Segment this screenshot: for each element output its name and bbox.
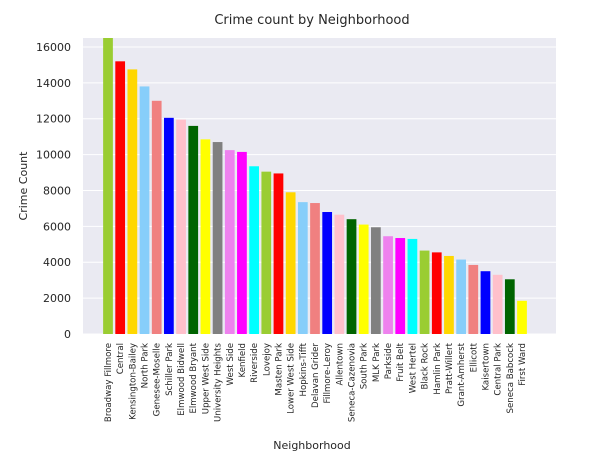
x-tick-labels: Broadway Fillmore Central Kensington-Baile… [104, 342, 528, 422]
x-tick-label: West Hertel [408, 343, 418, 393]
x-tick-label: Parkside [384, 343, 394, 379]
y-tick-label: 2000 [43, 292, 71, 305]
bar [176, 119, 186, 335]
bar [310, 203, 320, 334]
bar [115, 61, 126, 334]
y-tick-label: 4000 [43, 256, 71, 269]
bar [188, 125, 199, 334]
bar [151, 100, 162, 335]
x-tick-label: Delavan Grider [311, 343, 321, 408]
bar [212, 142, 223, 334]
x-tick-label: Grant-Amherst [457, 342, 467, 406]
y-tick-label: 10000 [36, 149, 71, 162]
x-tick-label: Kenfield [238, 343, 248, 377]
x-tick-label: Riverside [250, 343, 260, 383]
x-tick-label: Fruit Belt [396, 342, 406, 381]
bar [504, 279, 515, 334]
y-tick-label: 14000 [36, 77, 71, 90]
x-axis-label: Neighborhood [273, 439, 350, 452]
bar [419, 250, 430, 334]
chart-title: Crime count by Neighborhood [214, 13, 409, 28]
x-tick-label: Kensington-Bailey [128, 343, 138, 420]
x-tick-label: Genesee-Moselle [153, 343, 163, 416]
bar [395, 238, 406, 334]
bar [322, 212, 333, 334]
bar [200, 139, 211, 334]
x-tick-label: Broadway Fillmore [104, 343, 114, 422]
x-tick-label: South Park [360, 343, 370, 389]
x-tick-label: Lovejoy [262, 343, 272, 376]
bar [468, 264, 479, 334]
x-tick-label: Schiller Park [165, 343, 175, 396]
bar [164, 117, 174, 335]
bars [103, 38, 527, 335]
x-tick-label: Kaisertown [481, 343, 491, 391]
bar [273, 173, 284, 334]
bar [224, 150, 235, 334]
x-tick-label: Masten Park [274, 343, 284, 396]
bar [334, 214, 345, 334]
bar [127, 69, 138, 335]
x-tick-label: Upper West Side [201, 343, 211, 414]
x-tick-label: University Heights [214, 342, 224, 421]
bar [139, 86, 150, 334]
y-tick-label: 8000 [43, 184, 71, 197]
x-tick-label: Seneca Babcock [506, 343, 516, 414]
bar [346, 219, 357, 334]
x-tick-label: Elmwood Bidwell [177, 343, 187, 416]
x-tick-label: Pratt-Willert [445, 342, 455, 394]
x-tick-label: Hopkins-Tifft [299, 342, 309, 396]
x-tick-label: Fillmore-Leroy [323, 343, 333, 403]
bar [444, 255, 454, 334]
x-tick-label: West Side [226, 343, 236, 385]
y-tick-labels: 0 2000 4000 6000 8000 10000 12000 14000 16000 [36, 41, 71, 341]
y-axis-label: Crime Count [17, 151, 30, 221]
bar [371, 227, 381, 334]
x-tick-label: Elmwood Bryant [189, 342, 199, 413]
bar [358, 224, 369, 334]
x-tick-label: Seneca-Cazenovia [348, 343, 358, 422]
bar [492, 274, 503, 334]
bar [249, 166, 259, 334]
x-tick-label: Black Rock [421, 343, 431, 390]
bar [431, 252, 442, 334]
bar [103, 38, 113, 334]
bar [285, 192, 296, 334]
bar [480, 271, 491, 334]
bar [456, 259, 466, 334]
bar [297, 202, 308, 334]
x-tick-label: Central [116, 343, 126, 374]
bar [517, 300, 527, 334]
x-tick-label: MLK Park [372, 343, 382, 382]
x-tick-label: First Ward [518, 343, 528, 386]
bar [261, 171, 272, 334]
x-tick-label: Central Park [494, 343, 504, 396]
bar [383, 236, 393, 334]
x-tick-label: Ellicott [469, 342, 479, 372]
x-tick-label: Allentown [335, 343, 345, 386]
x-tick-label: Lower West Side [287, 343, 297, 414]
y-tick-label: 0 [64, 328, 71, 341]
y-tick-label: 12000 [36, 113, 71, 126]
bar [237, 151, 247, 334]
y-tick-label: 6000 [43, 220, 71, 233]
x-tick-label: North Park [141, 343, 151, 388]
bar [407, 238, 418, 334]
x-tick-label: Hamlin Park [433, 343, 443, 395]
y-tick-label: 16000 [36, 41, 71, 54]
